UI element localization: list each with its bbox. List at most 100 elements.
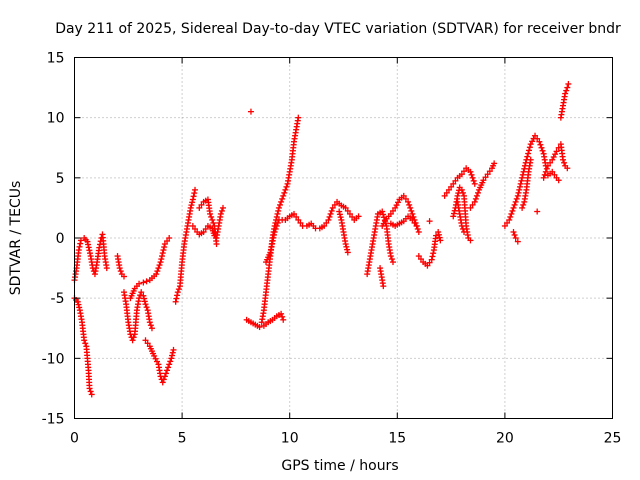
- data-point: [202, 225, 209, 232]
- data-point: [189, 199, 196, 206]
- data-point: [159, 253, 166, 260]
- data-point: [117, 268, 124, 275]
- data-point: [297, 219, 304, 226]
- data-point: [82, 340, 89, 347]
- data-point: [293, 213, 300, 220]
- data-point: [198, 201, 205, 208]
- data-point: [417, 256, 424, 263]
- data-point: [526, 144, 533, 151]
- data-point: [445, 186, 452, 193]
- data-point: [450, 210, 457, 217]
- data-point: [295, 216, 302, 223]
- data-point: [553, 148, 560, 155]
- data-point: [413, 222, 420, 229]
- data-point: [395, 199, 402, 206]
- data-point: [153, 358, 160, 365]
- data-point: [344, 246, 351, 253]
- data-point: [472, 195, 479, 202]
- data-point: [272, 225, 279, 232]
- data-point: [344, 249, 351, 256]
- data-point: [148, 325, 155, 332]
- data-point: [165, 364, 172, 371]
- data-point: [450, 180, 457, 187]
- data-point: [279, 313, 286, 320]
- data-point: [189, 196, 196, 203]
- data-point: [169, 349, 176, 356]
- ticks-layer: 0 5 10 15 20 25 -15 -10 -5 0 5 10 15: [42, 51, 622, 447]
- data-point: [527, 156, 534, 163]
- data-point: [510, 204, 517, 211]
- data-point: [510, 228, 517, 235]
- data-point: [210, 219, 217, 226]
- data-point: [280, 192, 287, 199]
- data-point: [141, 295, 148, 302]
- data-point: [379, 208, 386, 215]
- data-point: [156, 262, 163, 269]
- data-point: [346, 210, 353, 217]
- data-point: [174, 289, 181, 296]
- data-point: [76, 243, 83, 250]
- data-point: [552, 151, 559, 158]
- data-point: [458, 171, 465, 178]
- data-point: [534, 208, 541, 215]
- data-point: [539, 147, 546, 154]
- data-point: [155, 265, 162, 272]
- data-point: [343, 243, 350, 250]
- x-tick-label: 25: [604, 431, 622, 447]
- data-point: [387, 210, 394, 217]
- data-point: [75, 301, 82, 308]
- data-point: [437, 237, 444, 244]
- data-point: [328, 207, 335, 214]
- data-point: [402, 195, 409, 202]
- data-point: [524, 153, 531, 160]
- data-point: [342, 204, 349, 211]
- data-point: [512, 235, 519, 241]
- x-tick-label: 10: [281, 431, 299, 447]
- data-point: [161, 373, 168, 380]
- data-point: [140, 279, 147, 286]
- data-point: [564, 165, 571, 172]
- data-point: [507, 213, 514, 220]
- data-point: [468, 171, 475, 178]
- data-point: [537, 141, 544, 148]
- x-tick-label: 15: [388, 431, 406, 447]
- data-point: [470, 177, 477, 184]
- data-point: [518, 177, 525, 184]
- data-point: [504, 219, 511, 226]
- data-point: [162, 370, 169, 377]
- y-axis-label: SDTVAR / TECUs: [8, 181, 24, 296]
- data-point: [388, 256, 395, 263]
- data-point: [517, 180, 524, 187]
- data-point: [87, 388, 94, 395]
- y-tick-label: 10: [47, 111, 65, 127]
- data-point: [167, 358, 174, 365]
- data-point: [509, 207, 516, 214]
- data-point: [543, 165, 550, 172]
- data-point: [207, 210, 214, 217]
- data-point: [200, 228, 207, 235]
- data-point: [129, 337, 136, 344]
- data-point: [247, 108, 254, 115]
- data-point: [279, 195, 286, 202]
- data-point: [450, 213, 457, 220]
- data-point: [327, 210, 334, 217]
- data-point: [540, 174, 547, 181]
- data-point: [563, 87, 570, 94]
- data-point: [443, 189, 450, 196]
- data-point: [380, 211, 387, 218]
- data-point: [542, 168, 549, 175]
- data-point: [75, 247, 82, 254]
- data-point: [295, 114, 302, 121]
- data-point: [400, 192, 407, 199]
- data-point: [152, 355, 159, 362]
- data-point: [480, 177, 487, 184]
- data-point: [527, 141, 534, 148]
- data-point: [336, 208, 343, 215]
- data-point: [544, 162, 551, 169]
- data-point: [170, 346, 177, 353]
- data-point: [525, 150, 532, 157]
- data-point: [321, 222, 328, 229]
- data-point: [355, 213, 362, 220]
- data-point: [168, 355, 175, 362]
